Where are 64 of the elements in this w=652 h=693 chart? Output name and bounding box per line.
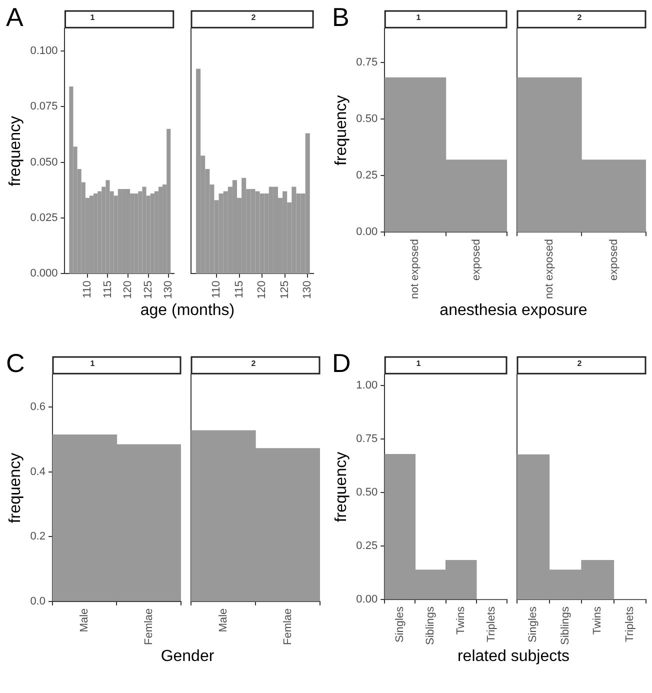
x-tick-label: Femlae (282, 608, 294, 646)
y-tick-label: 0.75 (356, 432, 378, 445)
y-tick-label: 0.50 (356, 486, 378, 498)
x-tick-label: 130 (302, 280, 314, 300)
x-tick-label: Triplets (486, 606, 498, 642)
chart-title: 2 (577, 13, 582, 22)
chart-title: 1 (416, 359, 422, 368)
y-tick-label: 0.75 (356, 56, 378, 69)
y-axis-title: frequency (7, 452, 24, 524)
x-tick-label: 130 (162, 280, 175, 300)
y-tick-label: 0.6 (30, 401, 46, 414)
x-tick-label: 115 (102, 280, 114, 298)
x-axis-title: related subjects (456, 648, 571, 666)
chart-title: 1 (416, 13, 422, 22)
y-tick-label: 0.050 (30, 156, 58, 168)
y-tick-label: 0.2 (30, 530, 46, 543)
x-tick-label: Triplets (624, 606, 636, 642)
x-axis-title: anesthesia exposure (438, 302, 588, 320)
chart-title: 2 (251, 13, 256, 22)
y-tick-label: 0.25 (356, 540, 378, 552)
x-tick-label: 110 (81, 280, 94, 298)
y-axis-title: frequency (333, 452, 350, 522)
y-tick-label: 0.000 (30, 268, 58, 280)
y-tick-label: 0.075 (30, 100, 58, 113)
x-axis-title: age (months) (139, 302, 236, 320)
y-axis-title: frequency (7, 116, 24, 186)
text: D (332, 348, 351, 379)
x-tick-label: exposed (470, 239, 482, 281)
x-tick-label: 125 (142, 280, 154, 300)
x-tick-label: Twins (455, 606, 468, 635)
x-tick-label: Femlae (142, 608, 155, 646)
x-tick-label: Siblings (559, 606, 572, 646)
x-axis-title: Gender (160, 648, 216, 666)
text: B (332, 2, 350, 33)
x-tick-label: Siblings (424, 606, 437, 646)
x-tick-label: Twins (592, 606, 604, 635)
y-tick-label: 0.00 (356, 226, 378, 238)
x-tick-label: Singles (527, 606, 540, 643)
text: C (6, 348, 25, 379)
y-tick-label: 0.25 (356, 170, 378, 182)
x-tick-label: Male (78, 608, 91, 632)
text: A (6, 2, 24, 33)
y-tick-label: 0.4 (30, 466, 46, 478)
y-tick-label: 0.0 (30, 595, 46, 608)
x-tick-label: 115 (233, 280, 246, 298)
x-tick-label: 120 (122, 280, 134, 300)
y-axis-title: frequency (333, 95, 350, 166)
x-tick-label: exposed (608, 239, 620, 281)
chart-title: 1 (90, 359, 96, 368)
x-tick-label: not exposed (543, 239, 556, 299)
chart-title: 1 (90, 13, 96, 22)
y-tick-label: 0.100 (30, 44, 58, 57)
x-tick-label: 120 (256, 280, 268, 300)
y-tick-label: 0.025 (30, 212, 58, 224)
x-tick-label: not exposed (409, 239, 422, 299)
x-tick-label: Male (217, 608, 230, 632)
x-tick-label: Singles (394, 606, 406, 643)
chart-title: 2 (577, 359, 582, 368)
x-tick-label: 110 (210, 280, 223, 298)
y-tick-label: 0.50 (356, 113, 378, 126)
y-tick-label: 0.00 (356, 594, 378, 606)
y-tick-label: 1.00 (356, 379, 378, 392)
chart-title: 2 (251, 359, 256, 368)
x-tick-label: 125 (278, 280, 291, 300)
